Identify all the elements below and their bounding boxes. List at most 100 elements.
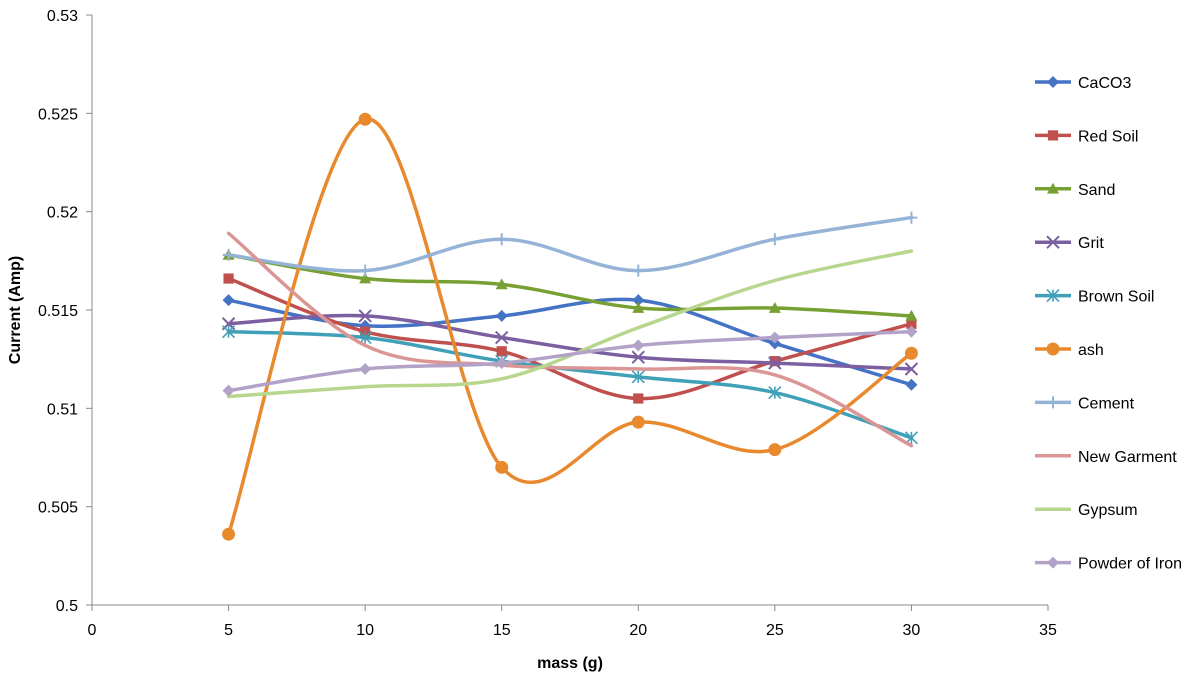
series-line-grit (226, 313, 914, 371)
data-point-caco3 (632, 294, 645, 307)
data-point-ash (631, 415, 645, 429)
series-powder-of-iron (222, 325, 918, 397)
series-layer (221, 112, 919, 541)
legend-item-powder-of-iron: Powder of Iron (1035, 556, 1182, 573)
legend-marker (1046, 289, 1060, 303)
legend-item-red-soil: Red Soil (1035, 128, 1138, 145)
x-tick-label: 15 (493, 622, 511, 639)
data-point-grit (631, 350, 645, 364)
x-tick-label: 30 (903, 622, 921, 639)
data-point-ash (768, 443, 782, 457)
legend-item-cement: Cement (1035, 395, 1135, 412)
series-line-new-garment (226, 231, 914, 448)
data-point-grit (904, 362, 919, 376)
x-tick-label: 20 (629, 622, 647, 639)
x-tick-label: 5 (224, 622, 233, 639)
legend-marker (1046, 342, 1060, 356)
data-point-red-soil (633, 393, 644, 404)
series-sand (222, 248, 918, 321)
y-tick-label: 0.505 (38, 500, 78, 517)
legend-item-sand: Sand (1035, 182, 1115, 199)
legend-label: CaCO3 (1078, 75, 1131, 92)
legend-marker (1046, 235, 1060, 249)
series-brown-soil (222, 325, 918, 445)
legend-label: Gypsum (1078, 502, 1138, 519)
data-point-red-soil (223, 273, 234, 284)
data-point-grit (495, 330, 509, 345)
data-point-sand (495, 278, 508, 290)
series-line-ash (226, 117, 914, 536)
series-line-sand (226, 253, 914, 318)
data-point-ash (358, 112, 372, 126)
data-point-cement (222, 248, 235, 261)
x-tick-label: 10 (356, 622, 374, 639)
legend-item-grit: Grit (1035, 235, 1104, 252)
y-tick-label: 0.53 (47, 8, 78, 25)
x-tick-label: 35 (1039, 622, 1057, 639)
series-cement (222, 211, 918, 277)
series-line-red-soil (226, 276, 914, 401)
series-new-garment (226, 231, 914, 448)
legend-item-caco3: CaCO3 (1035, 75, 1131, 92)
legend-item-brown-soil: Brown Soil (1035, 289, 1154, 306)
data-point-cement (768, 233, 781, 246)
y-tick-label: 0.51 (47, 401, 78, 418)
legend-marker (1047, 130, 1059, 141)
data-point-caco3 (495, 309, 508, 322)
legend-label: Red Soil (1078, 128, 1138, 145)
legend-marker (1047, 76, 1059, 88)
legend-item-ash: ash (1035, 342, 1104, 359)
legend-label: Cement (1078, 395, 1135, 412)
legend-marker (1047, 182, 1059, 194)
legend-label: New Garment (1078, 449, 1177, 466)
legend-item-gypsum: Gypsum (1035, 502, 1138, 519)
x-tick-label: 25 (766, 622, 784, 639)
data-point-powder-of-iron (495, 357, 508, 370)
y-tick-label: 0.525 (38, 106, 78, 123)
series-red-soil (223, 273, 917, 404)
data-point-powder-of-iron (359, 363, 372, 375)
y-tick-label: 0.52 (47, 205, 78, 222)
series-line-cement (226, 215, 914, 273)
y-tick-label: 0.5 (56, 598, 78, 615)
data-point-powder-of-iron (632, 339, 645, 352)
data-point-powder-of-iron (222, 384, 235, 397)
legend-label: Sand (1078, 182, 1115, 199)
series-line-caco3 (226, 297, 914, 387)
data-point-red-soil (496, 346, 507, 357)
axis-ticks: 0 5 10 15 20 25 30 35 0.5 0.505 0.51 0.515 0.52 0.525… (38, 8, 1057, 639)
data-point-sand (905, 309, 918, 321)
data-point-brown-soil (631, 370, 645, 384)
data-point-ash (222, 527, 236, 541)
x-axis-title: mass (g) (537, 655, 603, 672)
legend-item-new-garment: New Garment (1035, 449, 1177, 466)
legend-label: Brown Soil (1078, 289, 1154, 306)
data-point-red-soil (906, 318, 917, 329)
data-point-sand (768, 302, 781, 313)
data-point-cement (905, 211, 918, 224)
legend-marker (1047, 396, 1059, 409)
data-point-ash (495, 460, 509, 474)
data-point-grit (768, 356, 782, 370)
data-point-sand (632, 302, 645, 313)
legend-label: Grit (1078, 235, 1104, 252)
y-axis-title: Current (Amp) (7, 256, 24, 364)
data-point-powder-of-iron (768, 331, 781, 344)
data-point-caco3 (905, 378, 918, 391)
data-point-red-soil (769, 356, 780, 367)
y-tick-label: 0.515 (38, 303, 78, 320)
data-point-brown-soil (768, 386, 782, 400)
legend: CaCO3 Red Soil Sand Grit Brown Soil ash Cement… (1035, 75, 1182, 573)
legend-marker (1047, 556, 1059, 569)
data-point-powder-of-iron (905, 325, 918, 338)
data-point-caco3 (222, 294, 235, 307)
series-caco3 (222, 294, 918, 391)
data-point-cement (632, 264, 645, 277)
data-point-sand (359, 272, 372, 284)
data-point-cement (359, 264, 372, 277)
legend-label: ash (1078, 342, 1104, 359)
data-point-brown-soil (222, 325, 236, 339)
legend-label: Powder of Iron (1078, 556, 1182, 573)
data-point-grit (358, 309, 372, 323)
